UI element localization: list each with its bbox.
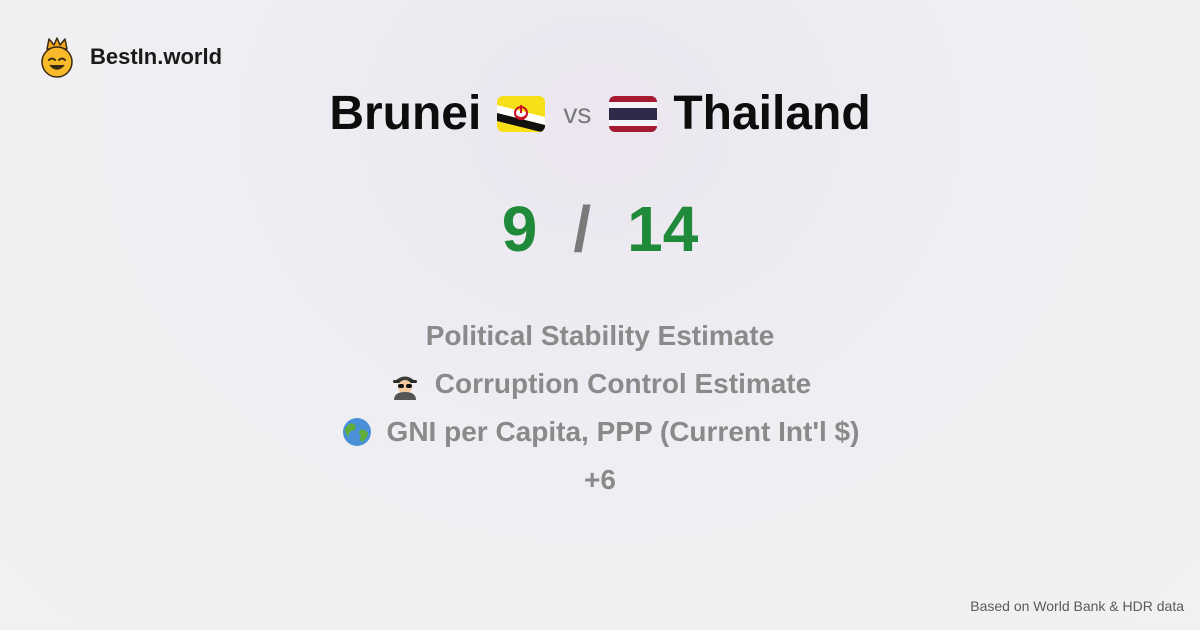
metric-label: Political Stability Estimate (425, 320, 775, 351)
metric-item: Political Stability Estimate (426, 312, 775, 360)
data-source-note: Based on World Bank & HDR data (970, 598, 1184, 614)
metric-label: Corruption Control Estimate (434, 368, 812, 399)
metrics-list: Political Stability Estimate Corruption … (0, 312, 1200, 504)
score-separator: / (573, 193, 592, 265)
metric-item: GNI per Capita, PPP (Current Int'l $) (341, 408, 860, 456)
spy-icon (392, 376, 417, 400)
brand-name: BestIn.world (90, 44, 223, 69)
globe-icon (342, 418, 371, 446)
metric-label: GNI per Capita, PPP (Current Int'l $) (386, 416, 860, 447)
right-country-name: Thailand (673, 87, 871, 140)
more-metrics-count: +6 (584, 464, 616, 495)
crown-smiley-icon (41, 37, 73, 78)
comparison-title: Brunei vs Thailand (0, 86, 1200, 141)
left-country-name: Brunei (329, 87, 482, 140)
thailand-flag-icon (609, 95, 658, 132)
metric-item: Corruption Control Estimate (389, 360, 811, 408)
right-score: 14 (627, 193, 699, 265)
brunei-flag-icon (497, 95, 546, 132)
brand[interactable]: BestIn.world (38, 36, 222, 78)
left-score: 9 (501, 193, 538, 265)
vs-label: vs (563, 97, 592, 129)
score-display: 9 / 14 (0, 192, 1200, 266)
